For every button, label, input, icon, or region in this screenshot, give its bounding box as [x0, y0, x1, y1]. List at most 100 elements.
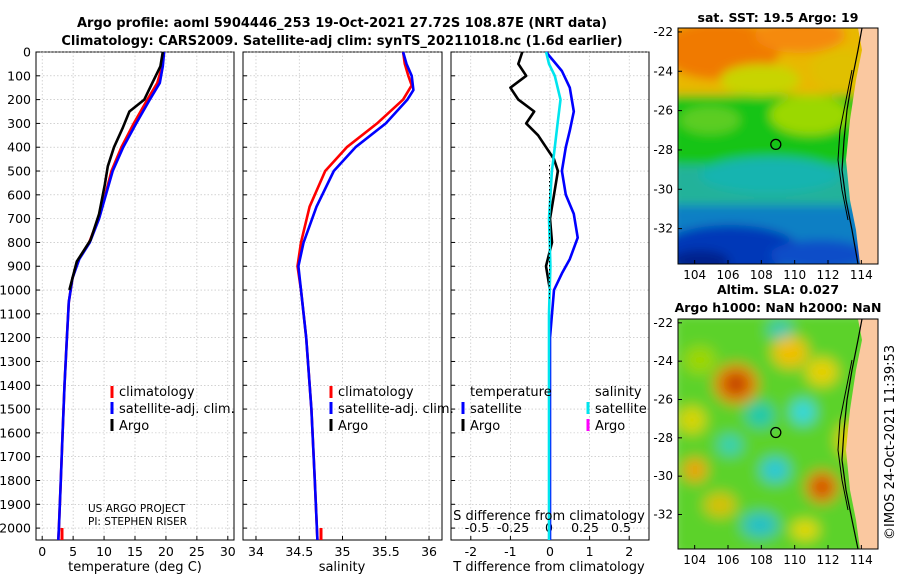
depth-tick-label: 200 — [7, 92, 31, 107]
temperature-legend: climatology satellite-adj. clim. Argo — [110, 385, 235, 434]
difference-legend: temperature salinity satellite Argo sate… — [461, 385, 647, 434]
depth-tick-label: 100 — [7, 68, 31, 83]
x-tick-label: -1 — [504, 544, 516, 559]
x-tick-label: 5 — [69, 544, 77, 559]
map-y-tick-label: -26 — [653, 393, 673, 407]
map-x-tick-label: 110 — [783, 268, 806, 282]
depth-tick-label: 2000 — [0, 521, 31, 536]
series-line-argo — [68, 51, 165, 291]
sla-map-title-2: Argo h1000: NaN h2000: NaN — [675, 300, 882, 315]
map-y-tick-label: -30 — [653, 182, 673, 196]
temperature-tick-labels: 0 5 10 15 20 25 30 — [38, 544, 236, 559]
depth-tick-label: 1800 — [0, 473, 31, 488]
map-x-tick-label: 114 — [850, 268, 873, 282]
sst-land-mass — [846, 28, 878, 264]
sla-x-tick-labels: 104 106 108 110 112 114 — [683, 545, 873, 567]
x-tick-label: 35.5 — [372, 544, 400, 559]
sla-bathymetry-contour — [837, 359, 853, 511]
legend-label-satellite: satellite-adj. clim. — [119, 402, 235, 417]
series-line-satellite-adj-clim- — [297, 51, 415, 541]
sla-map — [678, 319, 878, 549]
sst-map-title: sat. SST: 19.5 Argo: 19 — [698, 10, 859, 25]
sst-argo-position-marker — [770, 138, 782, 151]
sla-y-tick-labels: -22 -24 -26 -28 -30 -32 — [653, 316, 682, 522]
difference-xlabel: T difference from climatology — [452, 560, 645, 575]
sst-bathymetry-contour — [837, 69, 853, 221]
x-tick-label: 34 — [248, 544, 264, 559]
salinity-panel — [242, 51, 443, 541]
sla-map-frame — [677, 318, 879, 550]
x-tick-label: 35 — [335, 544, 351, 559]
depth-tick-label: 600 — [7, 187, 31, 202]
sst-coastline — [841, 28, 863, 264]
map-x-tick-label: 104 — [683, 553, 706, 567]
legend-header-temperature: temperature — [470, 385, 552, 400]
depth-tick-label: 1100 — [0, 306, 31, 321]
map-y-tick-label: -30 — [653, 469, 673, 483]
sst-map — [678, 28, 878, 264]
legend-label-climatology: climatology — [119, 385, 195, 400]
depth-tick-label: 700 — [7, 211, 31, 226]
legend-label-t-argo: Argo — [470, 419, 500, 434]
map-x-tick-label: 106 — [717, 268, 740, 282]
x-tick-label: 2 — [625, 544, 633, 559]
temperature-grid — [36, 51, 234, 540]
x-tick-label: 34.5 — [285, 544, 313, 559]
series-line-t-argo — [509, 51, 560, 291]
x-tick-label: 10 — [96, 544, 112, 559]
depth-tick-label: 1200 — [0, 330, 31, 345]
sla-coastline — [841, 319, 863, 549]
x-tick-label: 36 — [421, 544, 437, 559]
depth-tick-label: 500 — [7, 164, 31, 179]
salinity-grid — [243, 51, 442, 540]
legend-label-satellite: satellite-adj. clim. — [338, 402, 454, 417]
depth-tick-label: 400 — [7, 140, 31, 155]
x-tick-label: 20 — [158, 544, 174, 559]
difference-xlabel-top: S difference from climatology — [453, 509, 645, 524]
s-diff-tick-label: -0.5 — [465, 520, 489, 535]
map-x-tick-label: 104 — [683, 268, 706, 282]
legend-label-t-satellite: satellite — [470, 402, 522, 417]
map-x-tick-label: 112 — [817, 553, 840, 567]
sla-argo-position-marker — [770, 426, 782, 439]
depth-tick-label: 1500 — [0, 402, 31, 417]
legend-label-s-argo: Argo — [595, 419, 625, 434]
map-y-tick-label: -22 — [653, 25, 673, 39]
depth-tick-label: 1400 — [0, 378, 31, 393]
pi-annotation: PI: STEPHEN RISER — [88, 516, 187, 528]
depth-tick-labels: 0 100 200 300 400 500 600 700 800 900 1000 1100 1200… — [0, 45, 31, 536]
x-tick-label: 1 — [586, 544, 594, 559]
map-x-tick-label: 108 — [750, 553, 773, 567]
sla-land-mass — [846, 319, 878, 549]
s-diff-tick-label: 0.5 — [611, 520, 631, 535]
s-diff-tick-label: 0.25 — [571, 520, 599, 535]
salinity-tick-labels: 34 34.5 35 35.5 36 — [248, 544, 437, 559]
sla-map-title-1: Altim. SLA: 0.027 — [717, 282, 839, 297]
map-y-tick-label: -26 — [653, 104, 673, 118]
map-x-tick-label: 110 — [783, 553, 806, 567]
depth-tick-label: 300 — [7, 116, 31, 131]
x-tick-label: -2 — [465, 544, 477, 559]
title-line-1: Argo profile: aoml 5904446_253 19-Oct-20… — [77, 16, 607, 31]
map-y-tick-label: -22 — [653, 316, 673, 330]
legend-header-salinity: salinity — [595, 385, 642, 400]
depth-tick-label: 1900 — [0, 497, 31, 512]
depth-tick-label: 1300 — [0, 354, 31, 369]
map-y-tick-label: -32 — [653, 222, 673, 236]
sst-y-tick-labels: -22 -24 -26 -28 -30 -32 — [653, 25, 682, 236]
map-y-tick-label: -28 — [653, 143, 673, 157]
x-tick-label: 0 — [38, 544, 46, 559]
legend-label-climatology: climatology — [338, 385, 414, 400]
project-annotation: US ARGO PROJECT — [88, 503, 186, 515]
x-tick-label: 25 — [189, 544, 205, 559]
legend-label-argo: Argo — [338, 419, 368, 434]
salinity-legend: climatology satellite-adj. clim. Argo — [329, 385, 454, 434]
depth-tick-label: 1600 — [0, 425, 31, 440]
x-tick-label: 0 — [546, 544, 554, 559]
map-y-tick-label: -24 — [653, 64, 673, 78]
map-x-tick-label: 106 — [717, 553, 740, 567]
depth-tick-label: 800 — [7, 235, 31, 250]
sst-x-tick-labels: 104 106 108 110 112 114 — [683, 260, 873, 282]
title-line-2: Climatology: CARS2009. Satellite-adj cli… — [61, 34, 622, 49]
